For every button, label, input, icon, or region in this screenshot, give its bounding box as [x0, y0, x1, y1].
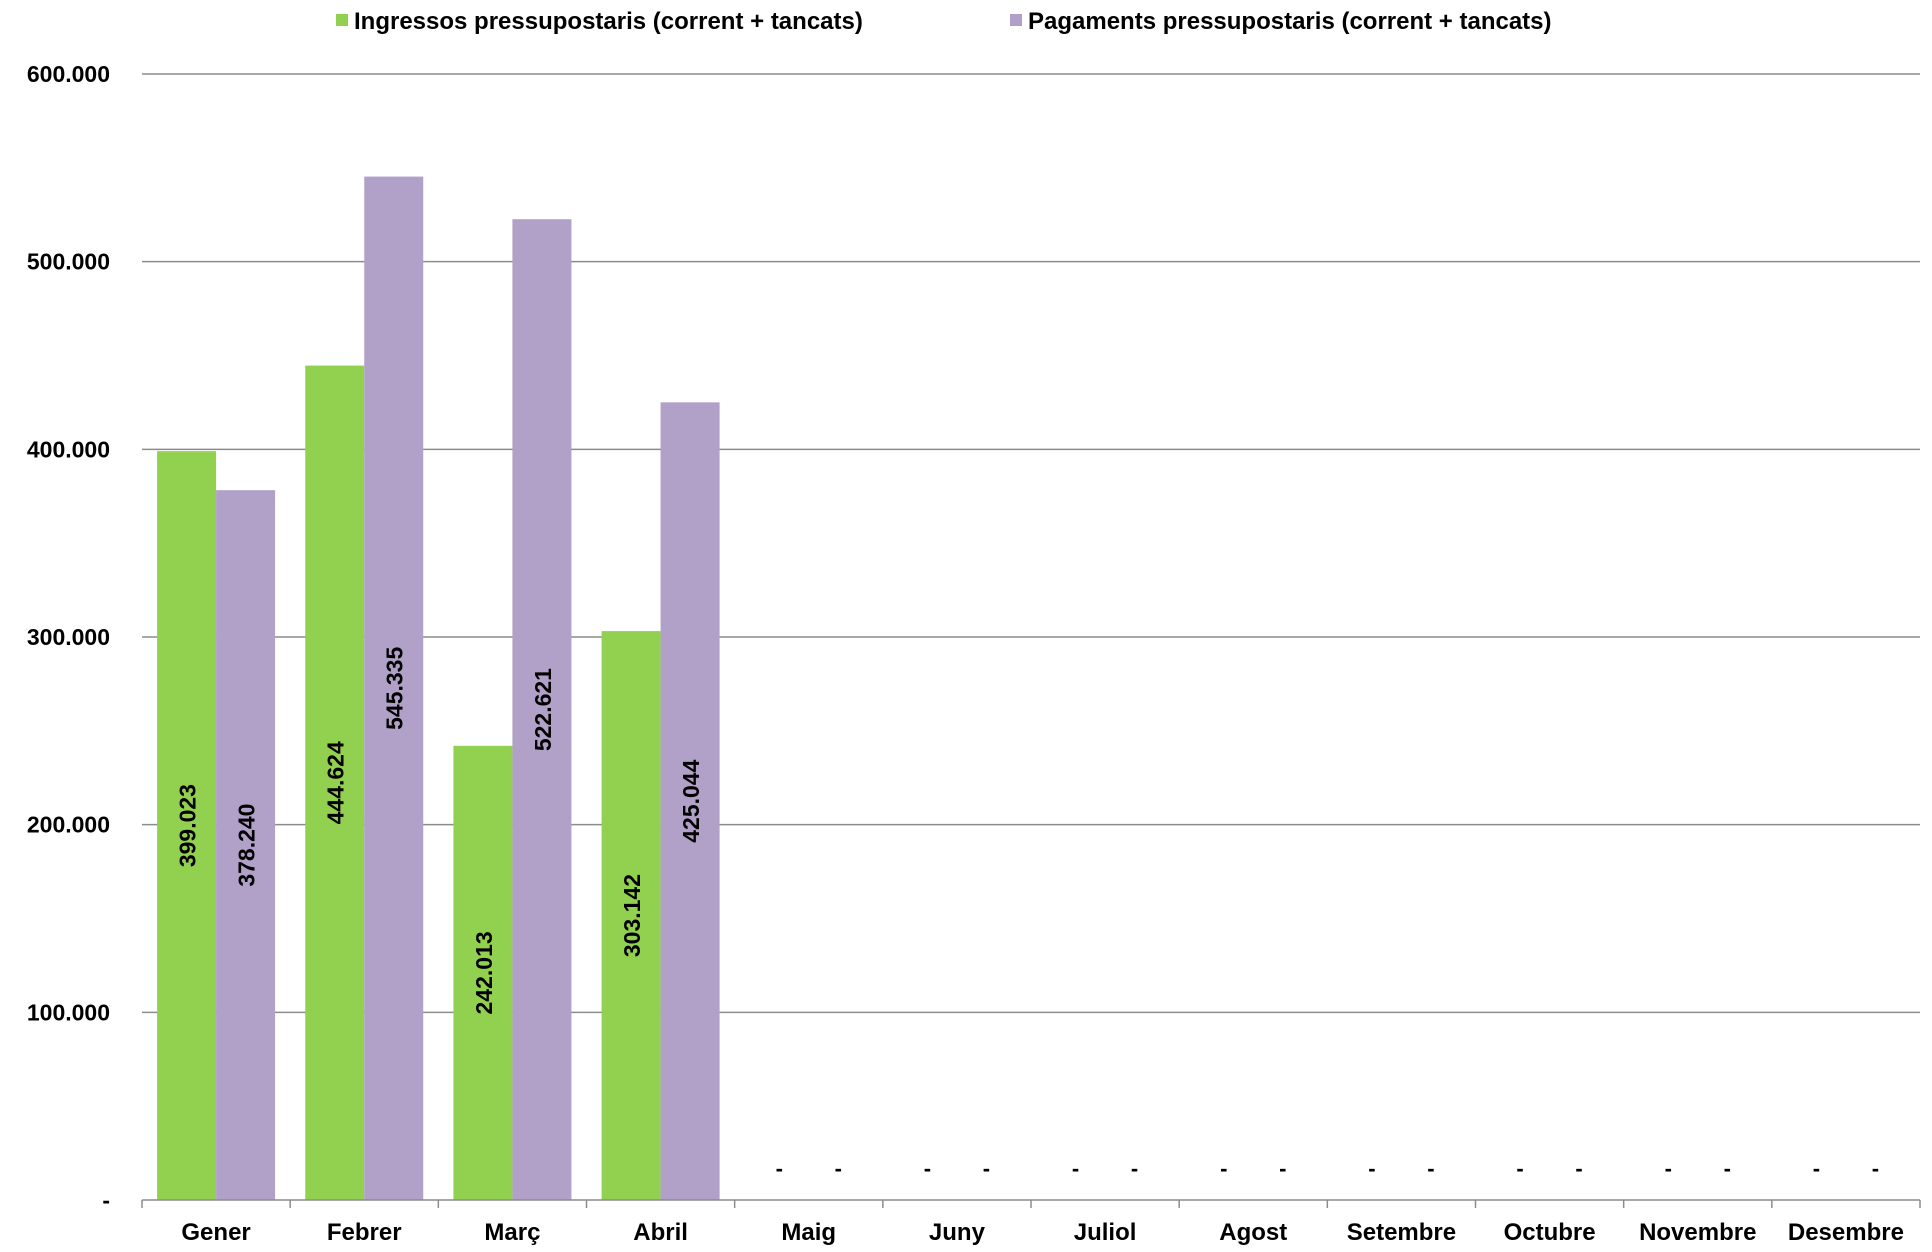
data-label: 545.335 [382, 647, 408, 730]
y-tick-label: 300.000 [27, 624, 110, 650]
data-label: - [835, 1156, 842, 1181]
data-label: - [924, 1156, 931, 1181]
bar-ingressos-gener [157, 451, 217, 1200]
bar-pagaments-febrer [364, 176, 424, 1200]
gridlines [142, 73, 1920, 1014]
data-label: - [1368, 1156, 1375, 1181]
legend: Ingressos pressupostaris (corrent + tanc… [336, 8, 1552, 35]
bar-pagaments-març [512, 219, 572, 1200]
bar-pagaments-abril [660, 402, 720, 1200]
data-label: 444.624 [323, 741, 349, 824]
data-label: 303.142 [619, 874, 645, 957]
legend-label: Ingressos pressupostaris (corrent + tanc… [354, 8, 863, 35]
x-tick-label: Juny [929, 1219, 986, 1246]
legend-swatch [1010, 14, 1022, 26]
data-label: - [1427, 1156, 1434, 1181]
data-labels: 399.023 378.240 444.624 545.335 242.013 522.6… [175, 647, 1879, 1181]
legend-label: Pagaments pressupostaris (corrent + tanc… [1028, 8, 1552, 35]
x-tick-label: Maig [781, 1219, 836, 1246]
data-label: - [1872, 1156, 1879, 1181]
x-tick-label: Març [484, 1219, 540, 1246]
bar-ingressos-abril [601, 631, 661, 1200]
x-axis: Gener Febrer Març Abril Maig Juny Juliol Agost S… [141, 1199, 1921, 1246]
data-label: - [1279, 1156, 1286, 1181]
legend-item-ingressos: Ingressos pressupostaris (corrent + tanc… [336, 8, 863, 35]
data-label: - [1220, 1156, 1227, 1181]
data-label: - [1516, 1156, 1523, 1181]
data-label: 242.013 [471, 931, 497, 1014]
y-tick-label: 500.000 [27, 249, 110, 275]
bar-pagaments-gener [216, 490, 276, 1201]
data-label: - [1724, 1156, 1731, 1181]
x-tick-label: Abril [633, 1219, 688, 1246]
x-tick-label: Desembre [1788, 1219, 1904, 1246]
y-tick-label: 600.000 [27, 61, 110, 87]
data-label: 399.023 [175, 784, 201, 867]
bar-ingressos-febrer [305, 365, 365, 1200]
data-label: - [1665, 1156, 1672, 1181]
bars [157, 176, 720, 1201]
x-tick-label: Febrer [327, 1219, 402, 1246]
data-label: - [1131, 1156, 1138, 1181]
y-tick-label: - [102, 1187, 110, 1213]
data-label: - [1813, 1156, 1820, 1181]
data-label: - [776, 1156, 783, 1181]
data-label: - [1575, 1156, 1582, 1181]
y-axis: - 100.000 200.000 300.000 400.000 500.000 600.… [27, 61, 110, 1213]
data-label: - [1072, 1156, 1079, 1181]
data-label: 522.621 [530, 668, 556, 751]
x-tick-label: Octubre [1504, 1219, 1596, 1246]
y-tick-label: 200.000 [27, 812, 110, 838]
data-label: 425.044 [678, 759, 704, 842]
legend-item-pagaments: Pagaments pressupostaris (corrent + tanc… [1010, 8, 1552, 35]
legend-swatch [336, 14, 348, 26]
y-tick-label: 100.000 [27, 999, 110, 1025]
y-tick-label: 400.000 [27, 436, 110, 462]
x-tick-label: Setembre [1347, 1219, 1456, 1246]
data-label: 378.240 [234, 804, 260, 887]
x-tick-label: Gener [181, 1219, 250, 1246]
x-tick-label: Juliol [1074, 1219, 1137, 1246]
x-tick-label: Agost [1219, 1219, 1287, 1246]
x-tick-label: Novembre [1639, 1219, 1756, 1246]
bar-ingressos-març [453, 745, 513, 1200]
data-label: - [983, 1156, 990, 1181]
